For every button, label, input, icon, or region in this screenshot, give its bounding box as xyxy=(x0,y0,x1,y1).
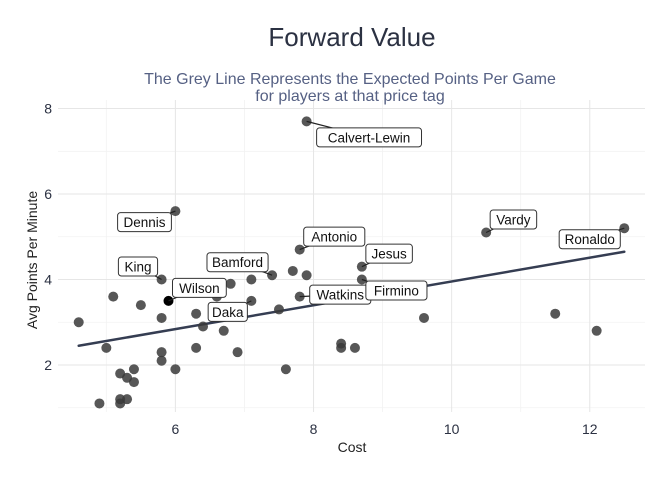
player-label-text: Ronaldo xyxy=(565,232,615,247)
player-label: Watkins xyxy=(299,284,372,305)
player-label: Dennis xyxy=(117,210,176,233)
y-tick-label: 6 xyxy=(44,186,52,202)
x-tick-label: 8 xyxy=(310,421,318,437)
player-point[interactable] xyxy=(225,278,236,289)
player-labels: King Wilson Dennis Daka Bamford Watkins Antoni… xyxy=(117,120,625,322)
player-label-text: Firmino xyxy=(374,284,419,299)
player-label-text: Jesus xyxy=(371,247,407,262)
axis-ticks: 6 8 10 12 2 4 6 8 xyxy=(44,101,598,437)
player-point[interactable] xyxy=(156,355,167,366)
player-point[interactable] xyxy=(280,364,291,375)
chart-subtitle-line-1: The Grey Line Represents the Expected Po… xyxy=(144,71,556,88)
player-label: King xyxy=(117,256,162,281)
player-point[interactable] xyxy=(128,364,139,375)
player-label: Wilson xyxy=(168,277,227,302)
player-label: Bamford xyxy=(206,252,273,276)
player-point[interactable] xyxy=(191,342,202,353)
player-point[interactable] xyxy=(336,342,347,353)
y-axis-title: Avg Points Per Minute xyxy=(24,191,40,329)
grid xyxy=(58,100,645,412)
player-label-text: Vardy xyxy=(496,212,531,227)
player-point[interactable] xyxy=(287,265,298,276)
chart-title: Forward Value xyxy=(268,22,435,52)
player-point[interactable] xyxy=(419,312,430,323)
y-tick-label: 4 xyxy=(44,272,52,288)
player-points xyxy=(73,116,630,409)
player-label-text: Bamford xyxy=(212,255,263,270)
player-point[interactable] xyxy=(191,308,202,319)
player-label-text: Dennis xyxy=(123,215,165,230)
player-label: Ronaldo xyxy=(558,227,625,250)
x-tick-label: 10 xyxy=(444,421,460,437)
player-point[interactable] xyxy=(122,394,133,405)
chart-subtitle-line-2: for players at that price tag xyxy=(255,88,444,105)
player-label-text: Daka xyxy=(212,305,244,320)
player-label-text: Calvert-Lewin xyxy=(328,130,411,145)
player-label: Vardy xyxy=(485,209,538,234)
player-point[interactable] xyxy=(135,300,146,311)
player-point[interactable] xyxy=(198,321,209,332)
player-point[interactable] xyxy=(94,398,105,409)
player-point[interactable] xyxy=(218,325,229,336)
y-tick-label: 8 xyxy=(44,101,52,117)
y-tick-label: 2 xyxy=(44,357,52,373)
player-label-text: Antonio xyxy=(311,230,357,245)
player-point[interactable] xyxy=(156,347,167,358)
player-point[interactable] xyxy=(349,342,360,353)
player-label: Firmino xyxy=(361,278,428,301)
player-point[interactable] xyxy=(73,317,84,328)
player-label-text: King xyxy=(124,260,151,275)
player-label-text: Wilson xyxy=(179,281,220,296)
player-point[interactable] xyxy=(550,308,561,319)
player-point[interactable] xyxy=(232,347,243,358)
player-label: Antonio xyxy=(299,226,366,251)
player-point[interactable] xyxy=(156,312,167,323)
player-label: Jesus xyxy=(361,243,413,268)
player-point[interactable] xyxy=(591,325,602,336)
player-label: Calvert-Lewin xyxy=(306,120,423,148)
player-point[interactable] xyxy=(246,274,257,285)
player-point[interactable] xyxy=(108,291,119,302)
x-tick-label: 6 xyxy=(172,421,180,437)
player-label: Daka xyxy=(207,300,252,322)
player-label-text: Watkins xyxy=(316,288,364,303)
x-axis-title: Cost xyxy=(338,439,367,455)
player-point[interactable] xyxy=(101,342,112,353)
player-point[interactable] xyxy=(301,270,312,281)
player-point[interactable] xyxy=(170,364,181,375)
player-point[interactable] xyxy=(273,304,284,315)
player-point[interactable] xyxy=(128,377,139,388)
x-tick-label: 12 xyxy=(582,421,598,437)
